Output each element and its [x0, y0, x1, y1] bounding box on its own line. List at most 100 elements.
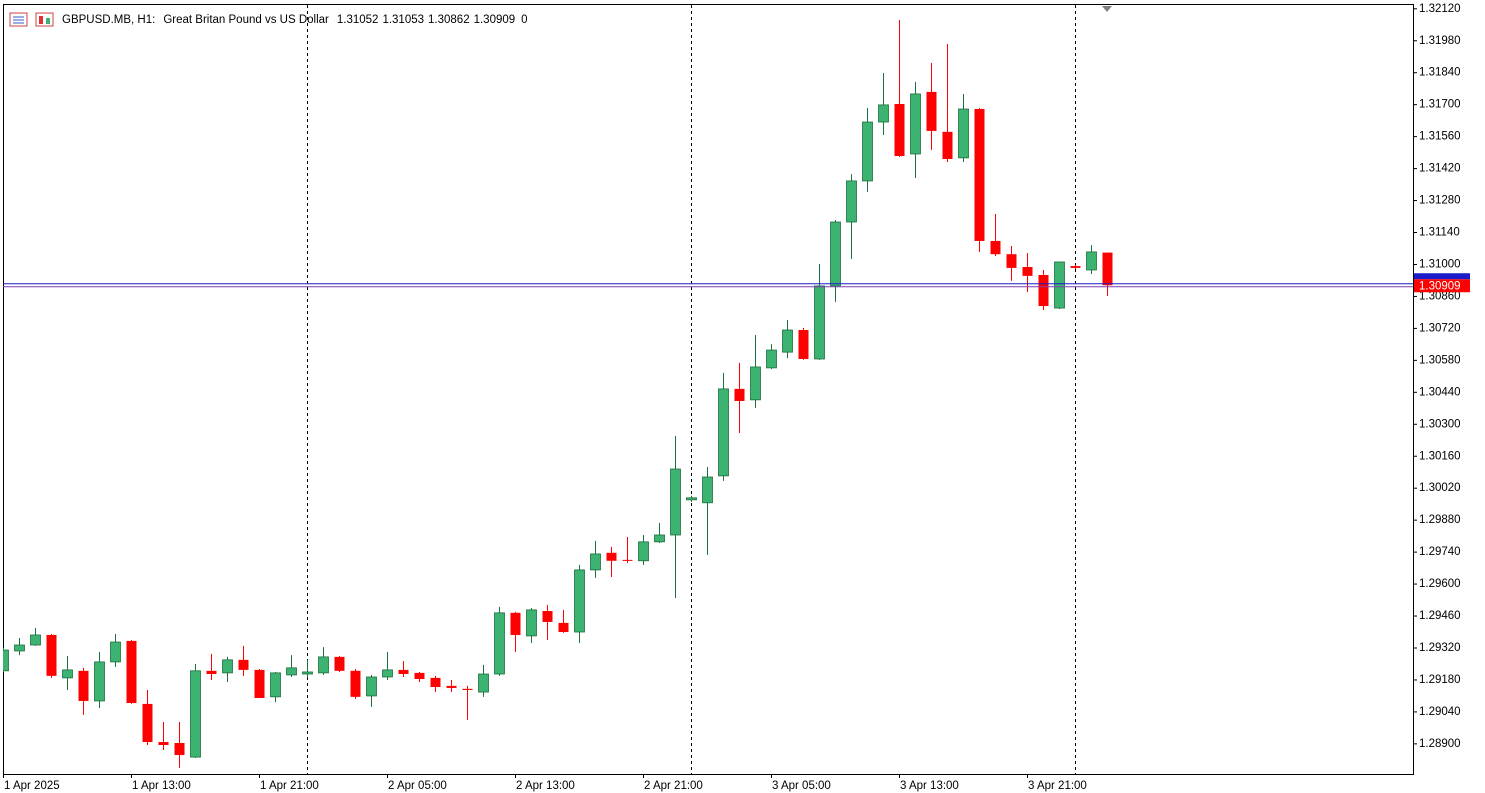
- price-label: 1.30909: [1419, 280, 1461, 292]
- y-tick-label: 1.29880: [1419, 514, 1461, 526]
- price-label-box: [1414, 279, 1470, 293]
- x-tick-label: 2 Apr 05:00: [388, 780, 447, 792]
- candle-body: [1022, 266, 1033, 276]
- y-tick-label: 1.30020: [1419, 482, 1461, 494]
- candle-body: [158, 742, 169, 746]
- candle-body: [862, 121, 873, 182]
- candle-body: [798, 329, 809, 359]
- candle-body: [174, 742, 185, 756]
- header-close: 1.30909: [474, 14, 516, 26]
- candle-body: [590, 553, 601, 571]
- y-tick-label: 1.28900: [1419, 738, 1461, 750]
- candle-body: [94, 661, 105, 702]
- candle-body: [750, 366, 761, 401]
- description: Great Britan Pound vs US Dollar: [163, 14, 329, 26]
- candle-body: [478, 673, 489, 693]
- candle-body: [542, 611, 553, 622]
- plot-area: [3, 19, 1413, 768]
- candle-body: [3, 649, 9, 672]
- candle-body: [990, 240, 1001, 255]
- candle-body: [1038, 274, 1049, 307]
- candle-body: [142, 703, 153, 743]
- candle-body: [1054, 261, 1065, 309]
- candle-body: [254, 669, 265, 698]
- header-spread: 0: [521, 14, 527, 26]
- candle-body: [654, 534, 665, 543]
- candle-body: [910, 93, 921, 155]
- candle-body: [462, 688, 473, 690]
- y-tick-label: 1.30300: [1419, 418, 1461, 430]
- candle-body: [222, 659, 233, 674]
- y-tick-label: 1.32120: [1419, 3, 1461, 15]
- y-tick-label: 1.29600: [1419, 578, 1461, 590]
- header-high: 1.31053: [382, 14, 424, 26]
- candle-body: [782, 329, 793, 353]
- y-tick-label: 1.29460: [1419, 610, 1461, 622]
- candle-body: [398, 669, 409, 675]
- y-tick-label: 1.30860: [1419, 290, 1461, 302]
- candle-body: [318, 656, 329, 674]
- candle-body: [14, 644, 25, 652]
- icon: [46, 18, 50, 24]
- x-tick-label: 1 Apr 13:00: [132, 780, 191, 792]
- candle-body: [958, 108, 969, 159]
- candle-body: [446, 685, 457, 688]
- candle-body: [190, 670, 201, 758]
- candle-body: [926, 91, 937, 131]
- y-tick-label: 1.31700: [1419, 99, 1461, 111]
- candle-body: [334, 656, 345, 671]
- candle-body: [606, 552, 617, 561]
- candle-body: [558, 622, 569, 633]
- candle-body: [846, 180, 857, 223]
- candle-body: [718, 388, 729, 477]
- y-tick-label: 1.30580: [1419, 354, 1461, 366]
- header-open: 1.31052: [337, 14, 379, 26]
- x-tick-label: 3 Apr 13:00: [900, 780, 959, 792]
- candle-body: [414, 672, 425, 680]
- candle-body: [1086, 251, 1097, 271]
- y-tick-label: 1.31420: [1419, 163, 1461, 175]
- candle-body: [686, 497, 697, 501]
- candle-body: [78, 670, 89, 701]
- y-tick-label: 1.29740: [1419, 546, 1461, 558]
- candle-body: [1070, 266, 1081, 268]
- y-tick-label: 1.31140: [1419, 227, 1460, 239]
- x-tick-label: 3 Apr 21:00: [1028, 780, 1087, 792]
- candle-body: [286, 667, 297, 676]
- icon: [35, 12, 54, 27]
- header-low: 1.30862: [428, 14, 470, 26]
- y-tick-label: 1.31840: [1419, 67, 1461, 79]
- chart-header: GBPUSD.MB, H1: Great Britan Pound vs US D…: [62, 14, 528, 26]
- candle-body: [126, 640, 137, 704]
- candle-body: [638, 541, 649, 562]
- candle-body: [814, 285, 825, 360]
- candle-body: [270, 672, 281, 698]
- x-tick-label: 2 Apr 21:00: [644, 780, 703, 792]
- candle-body: [510, 612, 521, 635]
- candle-body: [526, 609, 537, 637]
- x-tick-label: 1 Apr 21:00: [260, 780, 319, 792]
- candle-body: [430, 677, 441, 688]
- candle-body: [302, 671, 313, 675]
- ask-label-box: [1414, 273, 1470, 280]
- candle-body: [494, 612, 505, 675]
- y-tick-label: 1.31980: [1419, 35, 1461, 47]
- candle-body: [238, 659, 249, 670]
- candle-body: [46, 634, 57, 676]
- candle-body: [702, 476, 713, 504]
- candle-body: [574, 569, 585, 633]
- candle-body: [30, 634, 41, 646]
- candle-body: [62, 669, 73, 679]
- y-tick-label: 1.31560: [1419, 131, 1461, 143]
- candle-body: [206, 670, 217, 675]
- y-tick-label: 1.31280: [1419, 195, 1461, 207]
- candle-body: [766, 349, 777, 369]
- candle-body: [1006, 254, 1017, 268]
- y-tick-label: 1.30440: [1419, 386, 1461, 398]
- y-tick-label: 1.30720: [1419, 322, 1461, 334]
- candle-body: [974, 109, 985, 241]
- candle-body: [670, 468, 681, 536]
- candle-body: [366, 676, 377, 697]
- candle-body: [382, 669, 393, 678]
